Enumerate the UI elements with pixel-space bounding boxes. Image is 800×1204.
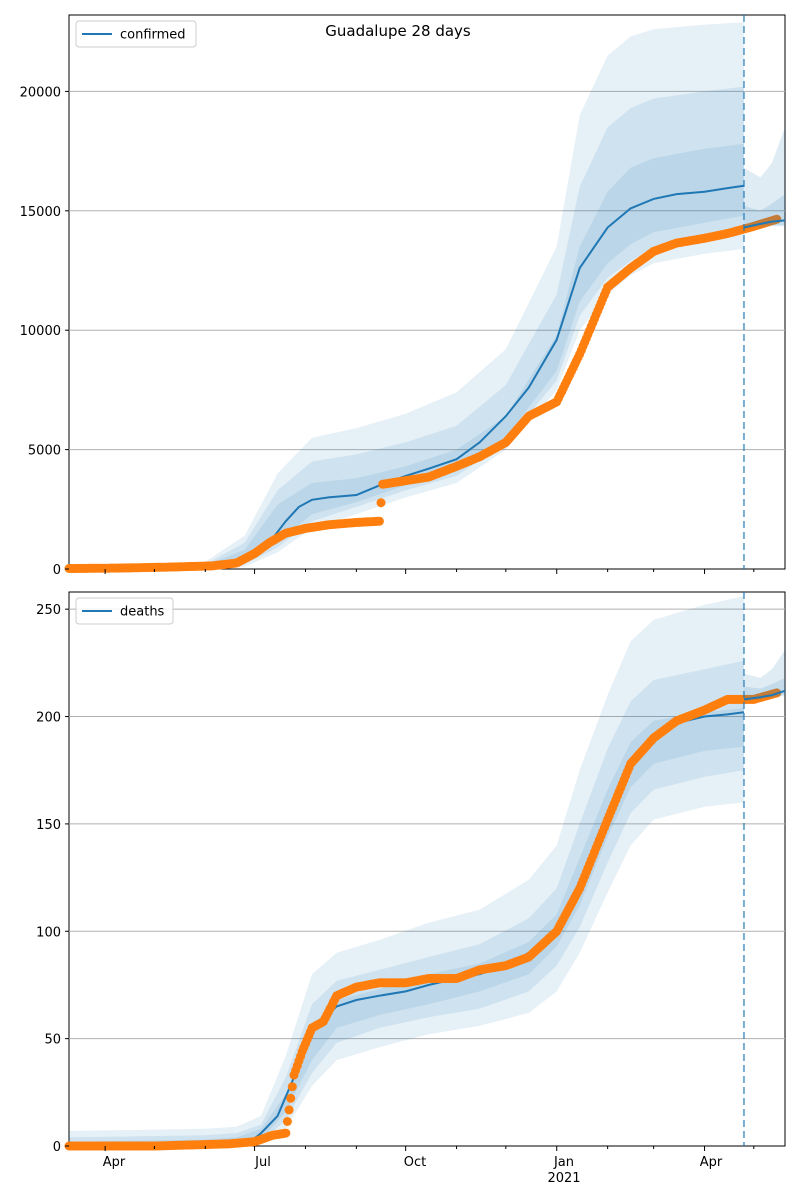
grid-deaths	[69, 608, 785, 1040]
legend-box	[75, 20, 197, 48]
plot-area-deaths	[68, 591, 786, 1147]
x-tick-labels: Apr Jul Oct Jan Apr 2021	[103, 1155, 723, 1186]
observed-point	[286, 1093, 296, 1103]
uncertainty-band-1	[69, 660, 744, 1146]
x-tick-label-oct: Oct	[404, 1155, 426, 1170]
bands-confirmed	[69, 22, 744, 569]
y-tick-label: 50	[44, 1033, 61, 1048]
x-year-label: 2021	[547, 1171, 580, 1186]
figure-title: Guadalupe 28 days	[325, 22, 471, 40]
bands-deaths	[69, 596, 744, 1146]
panel-deaths: 0 50 100 150 200 250 deaths Apr Jul Oct Jan A…	[36, 591, 786, 1186]
legend-label-confirmed: confirmed	[120, 28, 186, 43]
forecast-confirmed	[742, 15, 786, 569]
x-tick-label-apr-2020: Apr	[103, 1155, 126, 1170]
y-ticks-deaths: 0 50 100 150 200 250	[36, 603, 69, 1155]
plot-area-confirmed	[68, 14, 786, 570]
y-ticks-confirmed: 0 5000 10000 15000 20000	[20, 85, 69, 578]
y-tick-label: 10000	[20, 324, 61, 339]
y-tick-label: 15000	[20, 205, 61, 220]
uncertainty-band-2	[69, 708, 744, 1146]
x-tick-label-jan: Jan	[553, 1155, 574, 1170]
observed-point	[282, 1117, 292, 1126]
x-ticks-deaths	[104, 1146, 755, 1151]
observed-points-deaths	[64, 688, 782, 1151]
y-tick-label: 150	[36, 818, 61, 833]
y-tick-label: 250	[36, 603, 61, 618]
observed-point	[281, 1128, 291, 1138]
legend-confirmed: confirmed	[75, 20, 197, 48]
forecast-band-0	[743, 650, 785, 702]
observed-point	[287, 1082, 297, 1092]
forecast-band-1	[743, 194, 785, 226]
observed-points-confirmed	[64, 214, 782, 573]
observed-point	[374, 516, 384, 526]
legend-label-deaths: deaths	[120, 605, 165, 620]
y-tick-label: 200	[36, 711, 61, 726]
y-tick-label: 0	[53, 563, 61, 578]
forecast-line	[743, 689, 786, 701]
observed-point	[376, 498, 386, 508]
panel-confirmed: 0 5000 10000 15000 20000 confirmed	[20, 14, 786, 578]
y-tick-label: 5000	[28, 444, 61, 459]
x-tick-label-apr-2021: Apr	[700, 1155, 723, 1170]
grid-confirmed	[69, 90, 785, 451]
uncertainty-band-2	[69, 143, 744, 569]
observed-point	[284, 1105, 294, 1115]
y-tick-label: 0	[53, 1140, 61, 1155]
legend-box	[75, 597, 174, 625]
x-ticks-confirmed	[104, 569, 755, 574]
forecast-deaths	[742, 592, 786, 1146]
legend-deaths: deaths	[75, 597, 174, 625]
forecast-band-0	[743, 127, 785, 228]
forecast-line	[743, 219, 786, 229]
uncertainty-band-0	[69, 596, 744, 1146]
uncertainty-band-0	[69, 22, 744, 569]
y-tick-label: 20000	[20, 85, 61, 100]
x-tick-label-jul: Jul	[254, 1155, 271, 1170]
uncertainty-band-1	[69, 86, 744, 569]
y-tick-label: 100	[36, 925, 61, 940]
